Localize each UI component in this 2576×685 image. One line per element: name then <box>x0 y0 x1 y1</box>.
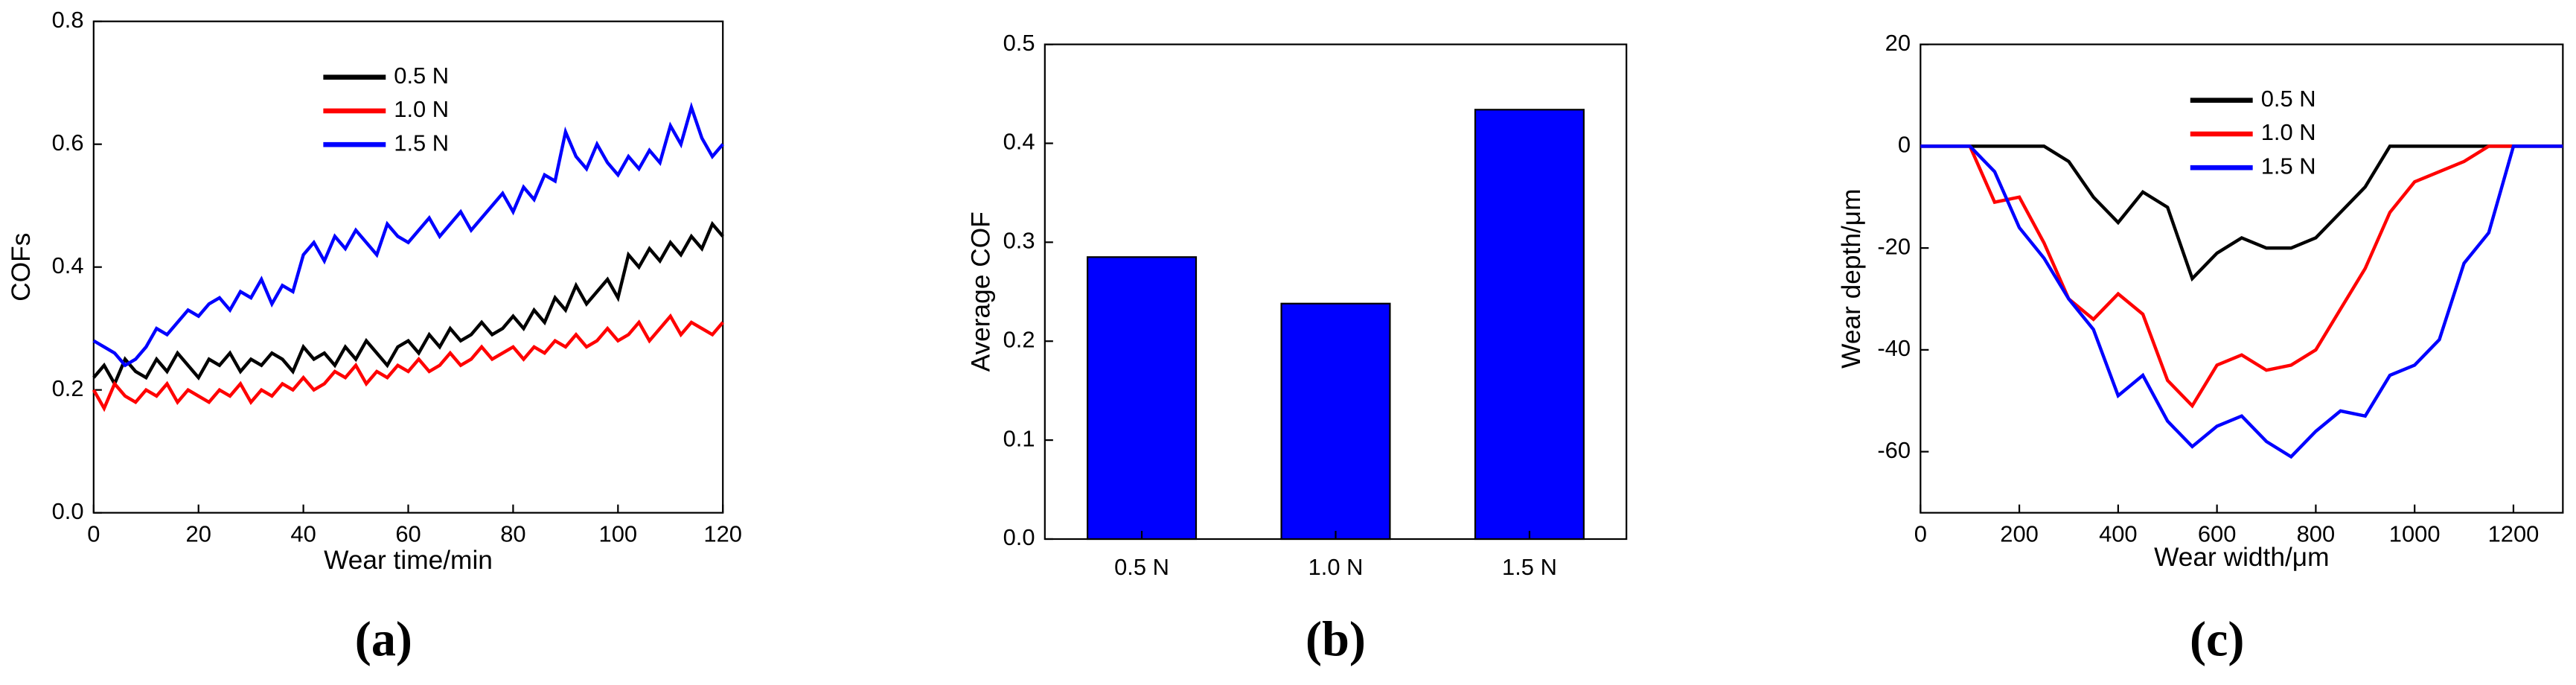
plot-frame <box>92 20 724 514</box>
y-axis-label: COFs <box>7 233 36 302</box>
y-tick-label: 0 <box>1898 132 1911 158</box>
x-tick-label: 0 <box>1914 521 1927 547</box>
y-tick-label: 0.2 <box>1003 326 1035 352</box>
legend-label: 1.5 N <box>2261 153 2316 179</box>
y-axis-label: Average COF <box>966 211 995 372</box>
series-line <box>1920 144 2563 282</box>
caption: (a) <box>355 612 412 666</box>
x-tick-label: 100 <box>599 521 638 547</box>
y-tick-label: -20 <box>1877 233 1911 259</box>
x-tick-label: 0.5 N <box>1114 554 1169 580</box>
series-line <box>92 101 724 368</box>
caption: (b) <box>1305 612 1366 666</box>
x-tick-label: 1.5 N <box>1502 554 1557 580</box>
x-tick-label: 600 <box>2198 521 2237 547</box>
legend-label: 0.5 N <box>394 63 449 89</box>
y-tick-label: 0.4 <box>1003 129 1035 155</box>
y-tick-label: 0.0 <box>1003 524 1035 550</box>
y-tick-label: 0.8 <box>52 7 84 33</box>
legend-label: 1.0 N <box>394 96 449 122</box>
plot-frame <box>1920 43 2564 514</box>
y-tick-label: 0.4 <box>52 252 84 278</box>
x-tick-label: 60 <box>395 521 421 547</box>
y-tick-label: 0.6 <box>52 130 84 156</box>
series-line <box>1920 144 2563 409</box>
series-line <box>92 313 724 412</box>
y-tick-label: 0.5 <box>1003 30 1035 56</box>
x-tick-label: 200 <box>2000 521 2039 547</box>
y-tick-label: -60 <box>1877 437 1911 463</box>
series-line <box>1920 144 2563 459</box>
x-tick-label: 0 <box>87 521 100 547</box>
bar <box>1087 256 1198 541</box>
x-tick-label: 1000 <box>2389 521 2441 547</box>
x-tick-label: 120 <box>703 521 742 547</box>
x-tick-label: 20 <box>186 521 211 547</box>
x-tick-label: 800 <box>2297 521 2336 547</box>
x-tick-label: 400 <box>2099 521 2138 547</box>
x-tick-label: 80 <box>500 521 525 547</box>
x-tick-label: 1.0 N <box>1308 554 1364 580</box>
x-tick-label: 1200 <box>2488 521 2540 547</box>
legend-label: 1.5 N <box>394 130 449 156</box>
y-tick-label: 0.3 <box>1003 228 1035 254</box>
bar <box>1280 302 1391 541</box>
y-axis-label: Wear depth/μm <box>1837 188 1866 368</box>
y-tick-label: 0.1 <box>1003 425 1035 451</box>
caption: (c) <box>2190 612 2244 666</box>
series-line <box>92 220 724 388</box>
legend-label: 0.5 N <box>2261 86 2316 112</box>
legend-label: 1.0 N <box>2261 119 2316 145</box>
y-tick-label: 0.0 <box>52 498 84 524</box>
x-axis-label: Wear width/μm <box>2154 543 2329 572</box>
x-axis-label: Wear time/min <box>324 546 493 575</box>
bar <box>1474 109 1585 541</box>
y-tick-label: 0.2 <box>52 375 84 401</box>
y-tick-label: 20 <box>1885 30 1911 56</box>
y-tick-label: -40 <box>1877 335 1911 361</box>
x-tick-label: 40 <box>290 521 316 547</box>
